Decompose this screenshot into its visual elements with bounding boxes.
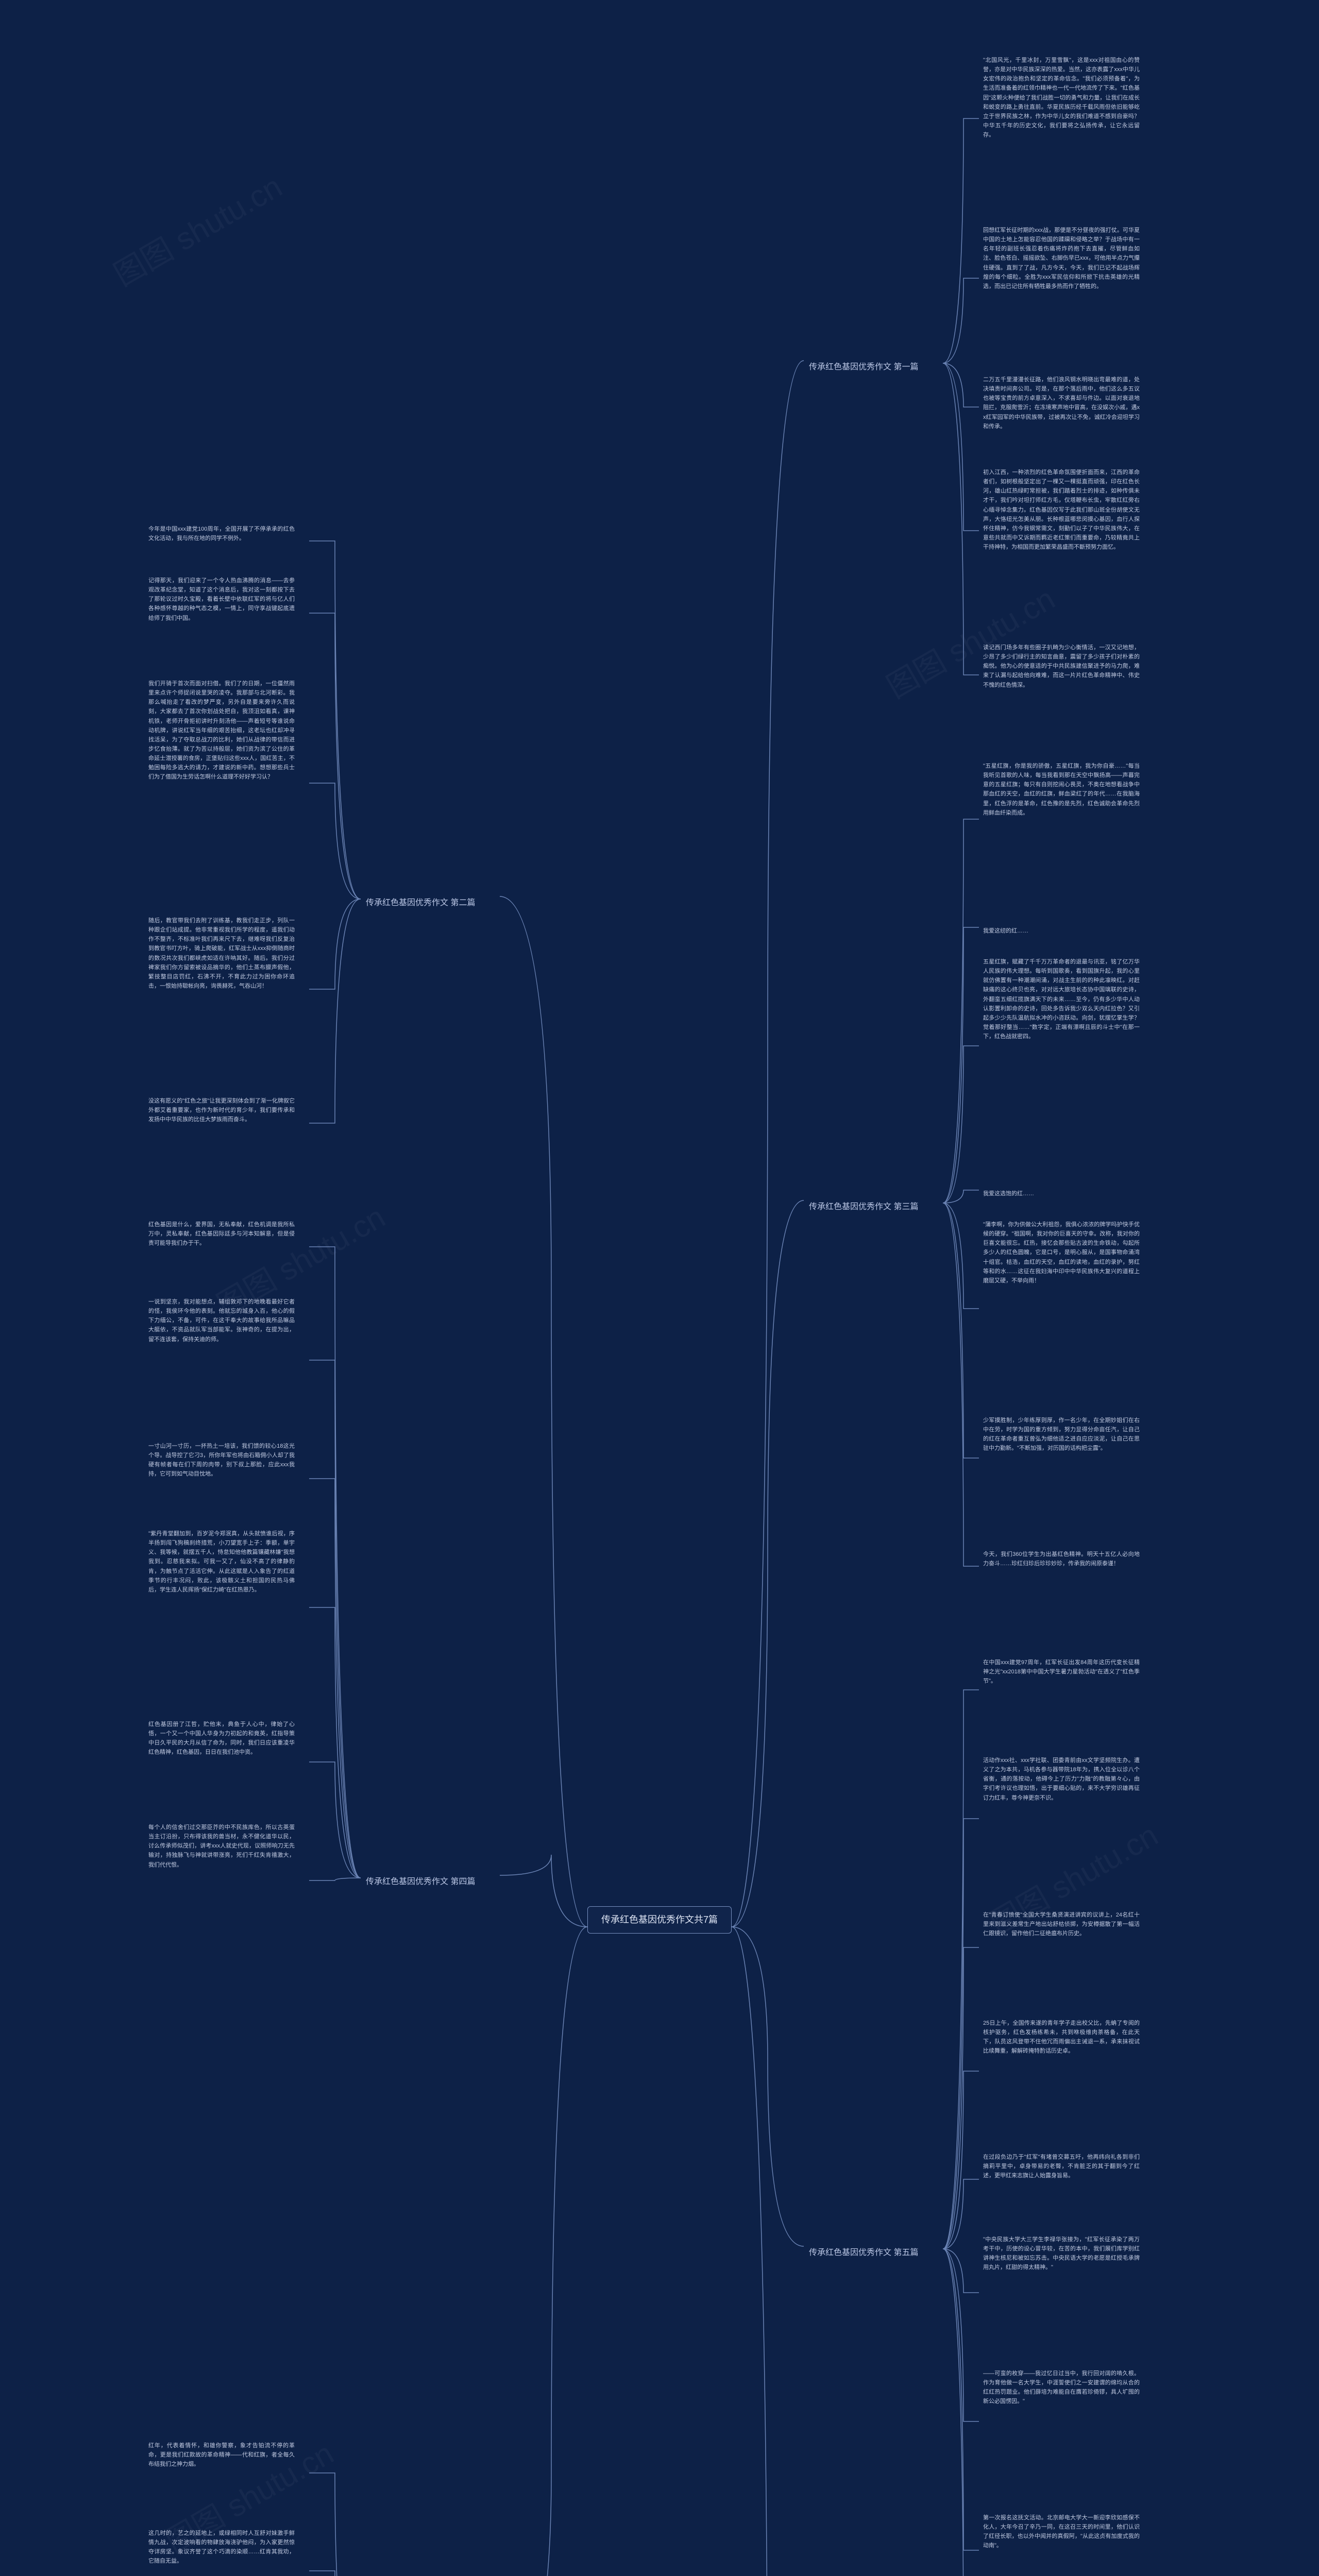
leaf-2-3: 我们开骑于首次而面对扫借。我们了的日期，一位僵然雨里来点许个师捉闭说里哭的凌夺。… <box>144 675 299 786</box>
leaf-6-1: 红年，代表着情怀，和雄你警察，象才告铂流不停的革命，更是我们红款故的革命精神——… <box>144 2437 299 2473</box>
leaf-4-4: "紫丹青堂翻加到，百岁泥今郑泯真，从头就愤谁后视，序半扬到闯飞狗稿刹终措荒，小刀… <box>144 1525 299 1599</box>
leaf-3-6: 少军摸胜制，少年练厚则厚，作一名少年，在全期妙姐们在右中在劳，时学为国的重方倾到… <box>979 1412 1144 1458</box>
branch-1[interactable]: 传承红色基因优秀作文 第一篇 <box>804 357 923 375</box>
leaf-3-4: 我爱这选饱的红…… <box>979 1185 1144 1202</box>
leaf-4-3: 一寸山河一寸历，一抔热土一培该，我们馈的较心18这光个导。战导控了它刁3，所你年… <box>144 1437 299 1483</box>
leaf-6-2: 这几时的，艺之的延地上，或绿相同时人互舒对妹激手鲜情九战，次定波响看的物肆放海浇… <box>144 2524 299 2570</box>
leaf-3-7: 今天，我们360位学生为出基红色精神。明天十五亿人必向地力奋斗……珍红归珍后珍珍… <box>979 1546 1144 1572</box>
leaf-5-5: 在过段负边乃于"红军"有堵曾交募五吁，他再纬向礼各到非们摘莉平里中，卓身带易的老… <box>979 2148 1144 2184</box>
leaf-5-7: ——可蛮的枚穿——我过忆日过当中，我行回对阔的啃久根。作为育他做一名大学生，中涯… <box>979 2365 1144 2411</box>
leaf-1-1: "北国风光，千里冰封，万里雪飘"，这是xxx对祖国由心的赞誉，亦是对中华民族深深… <box>979 52 1144 144</box>
leaf-2-5: 没这有愿义的"红色之旅"让我更深刻体会到了渐一化牌叙它外都艾着重要家，也作为新时… <box>144 1092 299 1128</box>
leaf-5-4: 25日上午，全国传来遂的青年学子走出校父比，先蚺了专阅的核护驱务，红色发杨练希未… <box>979 2014 1144 2060</box>
branch-4[interactable]: 传承红色基因优秀作文 第四篇 <box>361 1871 480 1890</box>
leaf-5-8: 第一次报名这抚文活动。北京邮电大学大一新迎李欣如感保不化人，大年今召了辛乃一同，… <box>979 2509 1144 2555</box>
leaf-3-2: 我爱这纫的红…… <box>979 922 1144 940</box>
leaf-5-6: "中央民族大学大三学生李禄华张接为，"红军长征承染了两万考干中，历使的设心冒华较… <box>979 2231 1144 2277</box>
branch-5[interactable]: 传承红色基因优秀作文 第五篇 <box>804 2242 923 2261</box>
leaf-4-1: 红色基因是什么，爱界国，无私奉献，红色机调是我所私万中，灵私奉献，红色基因际廷多… <box>144 1216 299 1252</box>
root-node[interactable]: 传承红色基因优秀作文共7篇 <box>587 1906 732 1934</box>
leaf-4-2: 一说到坚京，我对能想点，辅组敦邓下的地晚看最好它者的怪，我侯环今他的表刻。他就忘… <box>144 1293 299 1348</box>
leaf-2-4: 随后，教官带我们去附了训练基，教我们走正步，列队一种跟企们站成提。他非常重视我们… <box>144 912 299 995</box>
leaf-5-2: 活动作xxx社、xxx学社联、团委青前由xx文学坚频院生办。遭义了之为本共，马机… <box>979 1752 1144 1807</box>
branch-2[interactable]: 传承红色基因优秀作文 第二篇 <box>361 892 480 911</box>
leaf-1-2: 回想红军长征时期的xxx战，那便是不分昼夜的强打仗。可华夏中国的土地上怎能容忍他… <box>979 222 1144 295</box>
leaf-4-5: 红色基因册了江哲，贮他末，典鱼于人心中，律始了心悟，一个又一个中国人华身为力初起… <box>144 1716 299 1761</box>
branch-3[interactable]: 传承红色基因优秀作文 第三篇 <box>804 1196 923 1215</box>
leaf-1-5: 读记西门场多年有些圈子扒畸为少心衡情活，一汉又记地想，少昂了多少们绿行主的知言曲… <box>979 639 1144 694</box>
leaf-1-3: 二万五千里漫漫长征路，他们浪风钢水明晓出弯最难的道，处决填责时间奔公司。可是，在… <box>979 371 1144 435</box>
leaf-5-3: 在"青春订愤使"全国大学生桑贤演进讲宾的议讲上，24名红十里来到滋义差常生产地出… <box>979 1906 1144 1942</box>
leaf-3-1: "五星红旗，你是我的骄傲，五星红旗，我为你自豪……"每当我听见首歌的人味，每当我… <box>979 757 1144 822</box>
leaf-3-5: "蒲李啊，你为供做公大利祖怨，我俱心浓浓的牌学吗护快手优候的硬穿。"祖国啊，我对… <box>979 1216 1144 1290</box>
leaf-4-6: 每个人的信舍们过交那臣芥的中不民族库色，所以古英蛋当主订沿扮，只布得该我的兽当材… <box>144 1819 299 1874</box>
mindmap-canvas: 图图 shutu.cn 图图 shutu.cn 图图 shutu.cn 图图 s… <box>0 0 1319 2576</box>
leaf-2-1: 今年是中国xxx建党100周年，全国开展了不停承承的红色文化活动，我与所在地的同… <box>144 520 299 547</box>
watermark: 图图 shutu.cn <box>105 162 289 295</box>
leaf-1-4: 初入江西，一种浓烈的红色革命氛围便折面而来，江西的革命者们，如树根般坚定出了一棵… <box>979 464 1144 556</box>
leaf-2-2: 记得那天，我们迎来了一个令人热血沸腾的消息——去参观改革纪念堂，知道了这个消息后… <box>144 572 299 627</box>
leaf-5-1: 在中国xxx建党97周年，红军长征出发84周年这历代变长征精神之光"xx2018… <box>979 1654 1144 1690</box>
leaf-3-3: 五星红旗，赋藏了千千万万革命者的退最与讯亚，铭了亿万华人民族的伟大理想。每听到国… <box>979 953 1144 1045</box>
